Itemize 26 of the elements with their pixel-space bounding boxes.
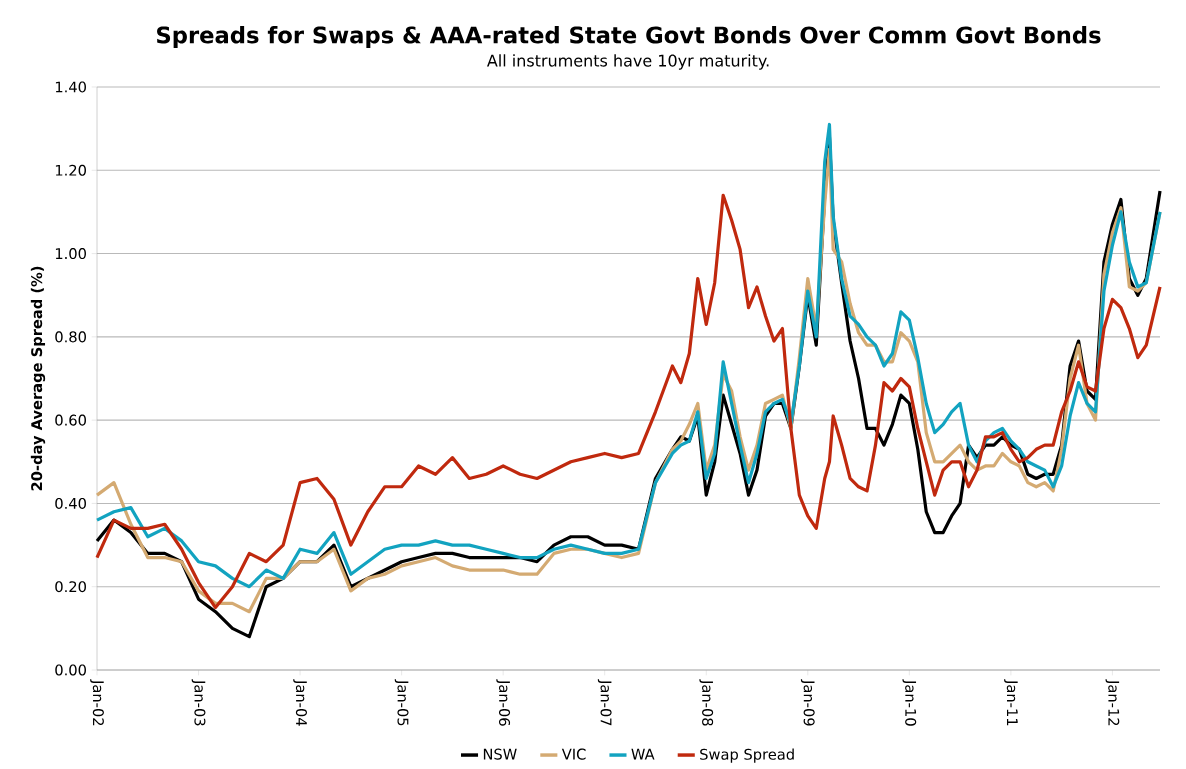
legend-label: VIC bbox=[561, 748, 586, 760]
x-tick-label: Jan-04 bbox=[293, 679, 307, 726]
y-tick-label: 1.00 bbox=[55, 248, 86, 260]
y-tick-label: 0.20 bbox=[55, 581, 86, 593]
legend-label: Swap Spread bbox=[700, 748, 794, 763]
x-tick-label: Jan-11 bbox=[1004, 679, 1018, 726]
x-tick-label: Jan-05 bbox=[394, 679, 409, 726]
y-tick-label: 1.20 bbox=[55, 164, 86, 176]
legend-label: NSW bbox=[483, 748, 517, 760]
x-tick-label: Jan-03 bbox=[191, 679, 206, 726]
x-tick-label: Jan-06 bbox=[496, 679, 511, 726]
y-axis-title: 20-day Average Spread (%) bbox=[30, 266, 46, 491]
x-tick-label: Jan-08 bbox=[699, 679, 714, 726]
x-tick-label: Jan-07 bbox=[597, 679, 612, 726]
y-tick-label: 0.80 bbox=[55, 331, 86, 343]
chart-subtitle: All instruments have 10yr maturity. bbox=[486, 54, 769, 70]
y-tick-label: 0.40 bbox=[55, 497, 86, 509]
chart-title: Spreads for Swaps & AAA-rated State Govt Bonds Over Comm Govt Bonds bbox=[157, 26, 1101, 48]
x-tick-label: Jan-10 bbox=[902, 679, 917, 726]
y-tick-label: 1.40 bbox=[55, 81, 86, 93]
x-tick-label: Jan-02 bbox=[90, 679, 104, 726]
legend-label: WA bbox=[631, 748, 655, 760]
x-tick-label: Jan-09 bbox=[800, 679, 815, 726]
y-tick-label: 0.60 bbox=[55, 414, 86, 426]
y-tick-label: 0.00 bbox=[55, 664, 86, 676]
x-tick-label: Jan-12 bbox=[1105, 679, 1120, 726]
